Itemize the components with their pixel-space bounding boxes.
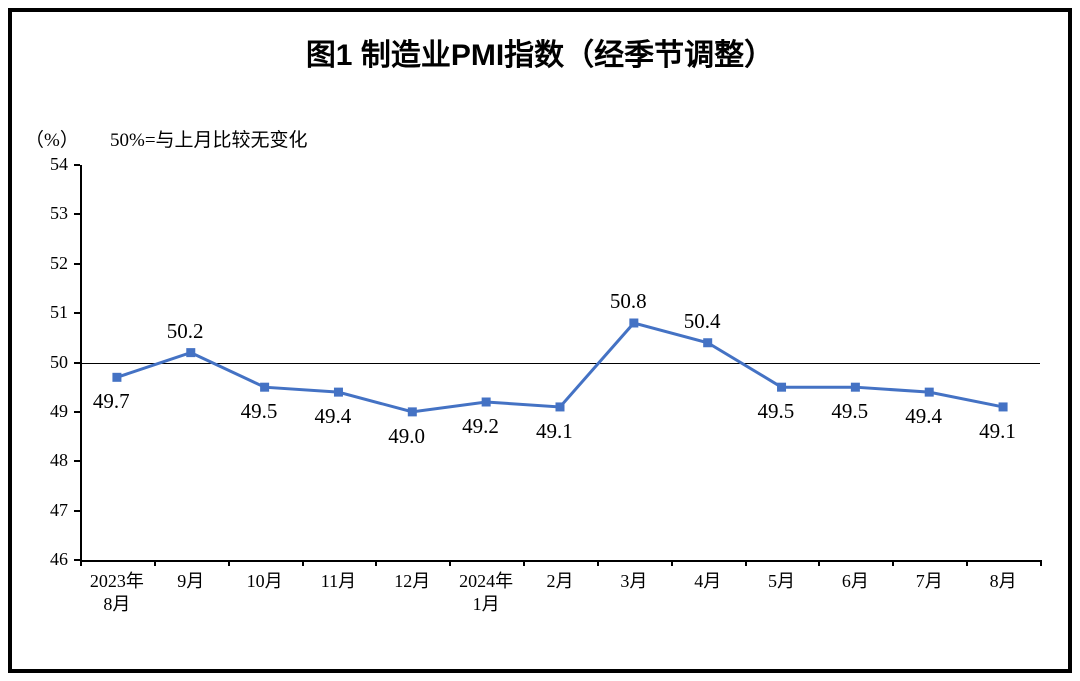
x-tick-label: 5月 xyxy=(745,570,819,593)
x-axis xyxy=(80,560,1040,562)
x-tick-label: 10月 xyxy=(228,570,302,593)
x-tick-label: 2月 xyxy=(523,570,597,593)
x-tick xyxy=(228,560,230,566)
x-tick xyxy=(597,560,599,566)
data-label: 50.2 xyxy=(167,319,204,344)
data-label: 49.7 xyxy=(93,389,130,414)
line-series xyxy=(80,165,1040,560)
x-tick xyxy=(745,560,747,566)
x-tick-label: 2023年 8月 xyxy=(80,570,154,617)
x-tick xyxy=(818,560,820,566)
x-tick xyxy=(1040,560,1042,566)
y-tick-label: 54 xyxy=(28,154,68,175)
x-tick-label: 7月 xyxy=(892,570,966,593)
x-tick-label: 8月 xyxy=(966,570,1040,593)
data-marker xyxy=(260,383,269,392)
x-tick-label: 3月 xyxy=(597,570,671,593)
data-label: 49.1 xyxy=(979,419,1016,444)
data-marker xyxy=(112,373,121,382)
data-label: 49.0 xyxy=(388,424,425,449)
data-marker xyxy=(186,348,195,357)
data-marker xyxy=(408,407,417,416)
data-label: 50.8 xyxy=(610,289,647,314)
x-tick xyxy=(671,560,673,566)
x-tick-label: 11月 xyxy=(302,570,376,593)
y-tick-label: 48 xyxy=(28,450,68,471)
x-tick-label: 6月 xyxy=(818,570,892,593)
chart-frame: 图1 制造业PMI指数（经季节调整） （%） 50%=与上月比较无变化 4647… xyxy=(8,8,1072,673)
x-tick xyxy=(523,560,525,566)
x-tick xyxy=(302,560,304,566)
data-marker xyxy=(925,388,934,397)
y-tick-label: 49 xyxy=(28,401,68,422)
data-marker xyxy=(999,402,1008,411)
y-tick-label: 50 xyxy=(28,352,68,373)
data-label: 49.5 xyxy=(831,399,868,424)
y-tick-label: 51 xyxy=(28,302,68,323)
data-marker xyxy=(777,383,786,392)
x-tick xyxy=(80,560,82,566)
x-tick-label: 4月 xyxy=(671,570,745,593)
y-axis-unit: （%） xyxy=(25,125,79,152)
data-marker xyxy=(556,402,565,411)
x-tick xyxy=(892,560,894,566)
data-marker xyxy=(334,388,343,397)
data-marker xyxy=(482,398,491,407)
y-tick-label: 52 xyxy=(28,253,68,274)
x-tick xyxy=(375,560,377,566)
data-marker xyxy=(629,319,638,328)
x-tick xyxy=(966,560,968,566)
data-label: 49.5 xyxy=(241,399,278,424)
chart-title: 图1 制造业PMI指数（经季节调整） xyxy=(12,30,1068,74)
y-tick-label: 47 xyxy=(28,500,68,521)
x-tick xyxy=(154,560,156,566)
data-label: 49.2 xyxy=(462,414,499,439)
data-label: 49.4 xyxy=(905,404,942,429)
x-tick-label: 12月 xyxy=(375,570,449,593)
x-tick xyxy=(449,560,451,566)
plot-area: 4647484950515253542023年 8月9月10月11月12月202… xyxy=(80,165,1040,560)
data-label: 49.5 xyxy=(758,399,795,424)
data-label: 50.4 xyxy=(684,309,721,334)
data-marker xyxy=(851,383,860,392)
y-tick-label: 53 xyxy=(28,203,68,224)
y-tick-label: 46 xyxy=(28,549,68,570)
x-tick-label: 9月 xyxy=(154,570,228,593)
data-label: 49.1 xyxy=(536,419,573,444)
data-marker xyxy=(703,338,712,347)
x-tick-label: 2024年 1月 xyxy=(449,570,523,617)
baseline-note: 50%=与上月比较无变化 xyxy=(110,125,308,152)
data-label: 49.4 xyxy=(314,404,351,429)
